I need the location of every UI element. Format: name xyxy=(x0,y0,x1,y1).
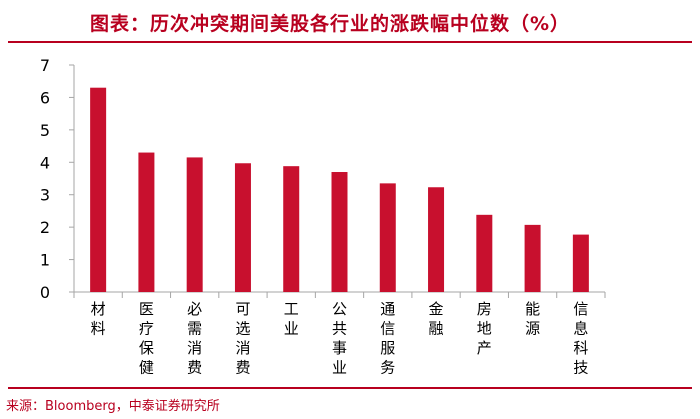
title-divider xyxy=(8,41,692,43)
source-note: 来源：Bloomberg，中泰证券研究所 xyxy=(6,399,220,414)
x-category-label: 金融 xyxy=(429,300,444,338)
y-tick-label: 7 xyxy=(40,56,50,75)
x-category-label: 工业 xyxy=(284,300,299,338)
x-category-label: 能源 xyxy=(525,300,540,338)
x-category-label: 公共事业 xyxy=(332,300,347,377)
bar-10 xyxy=(524,224,541,292)
title-bar: 图表：历次冲突期间美股各行业的涨跌幅中位数（%） xyxy=(0,0,700,44)
bar-2 xyxy=(138,152,155,292)
x-category-label: 医疗保健 xyxy=(139,300,154,377)
chart-title: 图表：历次冲突期间美股各行业的涨跌幅中位数（%） xyxy=(90,13,571,35)
y-tick-label: 2 xyxy=(40,218,50,237)
x-category-label: 房地产 xyxy=(477,300,492,357)
footer-divider xyxy=(8,387,692,389)
y-tick-label: 3 xyxy=(40,186,50,205)
bar-1 xyxy=(90,87,107,292)
bar-9 xyxy=(476,214,493,292)
bar-6 xyxy=(331,172,348,292)
x-category-label: 必需消费 xyxy=(187,300,202,377)
y-tick-label: 0 xyxy=(40,283,50,302)
x-category-label: 通信服务 xyxy=(380,300,395,377)
bar-5 xyxy=(283,166,300,292)
bar-8 xyxy=(428,187,445,292)
bar-7 xyxy=(379,183,396,292)
y-tick-label: 6 xyxy=(40,88,50,107)
bar-11 xyxy=(572,234,589,292)
bar-4 xyxy=(234,163,251,292)
bar-3 xyxy=(186,157,203,292)
y-tick-label: 4 xyxy=(40,153,50,172)
x-category-label: 可选消费 xyxy=(235,300,250,377)
y-tick-label: 5 xyxy=(40,121,50,140)
y-tick-label: 1 xyxy=(40,251,50,270)
x-category-label: 信息科技 xyxy=(573,300,588,377)
x-category-label: 材料 xyxy=(91,300,106,338)
